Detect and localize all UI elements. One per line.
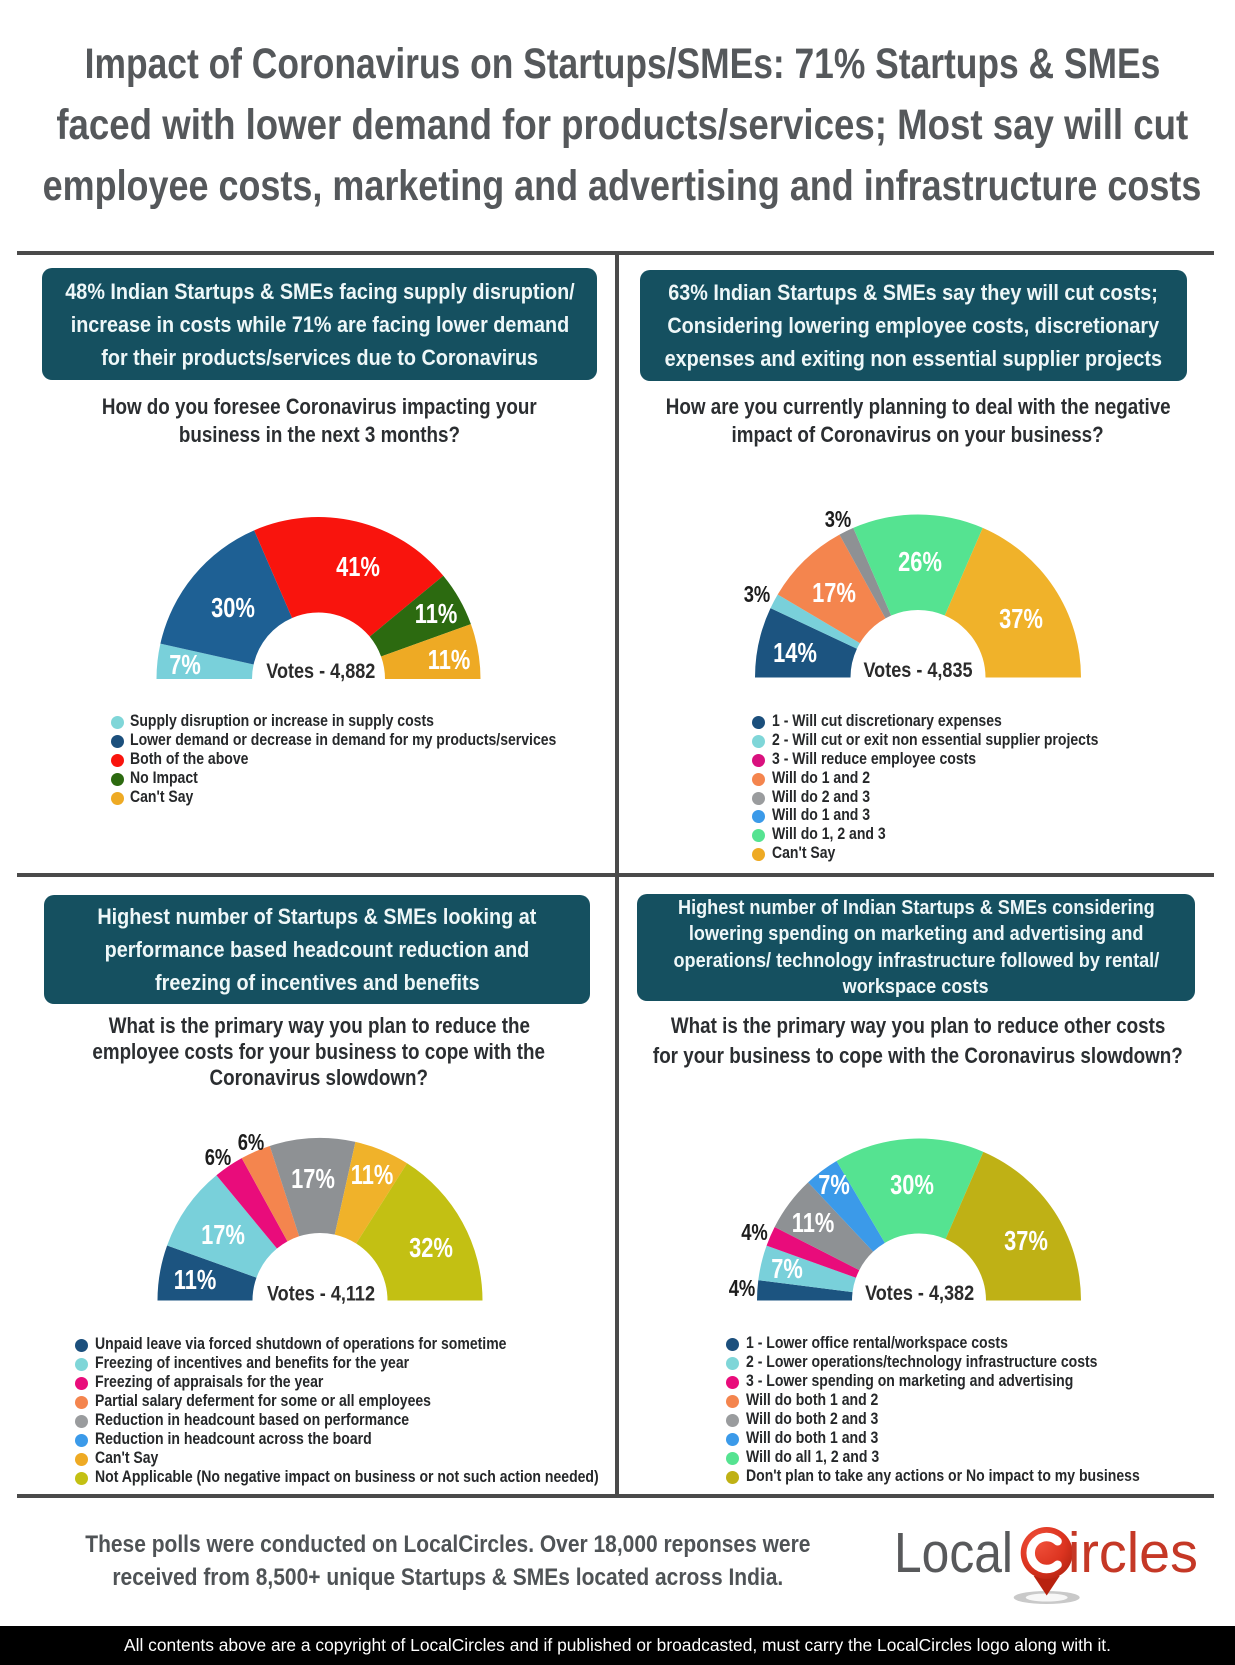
svg-text:6%: 6% xyxy=(238,1130,265,1155)
svg-text:30%: 30% xyxy=(211,592,255,623)
svg-text:37%: 37% xyxy=(999,603,1043,634)
svg-text:11%: 11% xyxy=(174,1264,216,1295)
svg-text:3%: 3% xyxy=(825,507,852,532)
svg-text:32%: 32% xyxy=(409,1232,453,1263)
svg-text:30%: 30% xyxy=(890,1169,934,1200)
svg-text:37%: 37% xyxy=(1004,1225,1048,1256)
svg-text:6%: 6% xyxy=(205,1145,232,1170)
svg-text:Local: Local xyxy=(894,1525,1013,1585)
svg-text:7%: 7% xyxy=(169,649,201,680)
svg-text:17%: 17% xyxy=(291,1163,335,1194)
svg-text:26%: 26% xyxy=(898,546,942,577)
svg-text:4%: 4% xyxy=(741,1220,768,1245)
svg-text:17%: 17% xyxy=(201,1219,245,1250)
svg-text:11%: 11% xyxy=(415,598,457,629)
svg-text:4%: 4% xyxy=(729,1276,756,1301)
svg-text:ircles: ircles xyxy=(1068,1525,1198,1584)
svg-text:7%: 7% xyxy=(771,1253,803,1284)
svg-text:11%: 11% xyxy=(351,1159,393,1190)
svg-text:Votes - 4,112: Votes - 4,112 xyxy=(267,1282,375,1306)
svg-text:11%: 11% xyxy=(792,1207,834,1238)
svg-text:11%: 11% xyxy=(428,644,470,675)
svg-text:14%: 14% xyxy=(773,637,817,668)
svg-text:17%: 17% xyxy=(812,577,856,608)
svg-text:Votes - 4,882: Votes - 4,882 xyxy=(266,660,375,684)
svg-text:Votes - 4,382: Votes - 4,382 xyxy=(865,1282,974,1306)
svg-text:Votes - 4,835: Votes - 4,835 xyxy=(863,659,972,683)
svg-text:3%: 3% xyxy=(744,582,771,607)
svg-text:41%: 41% xyxy=(336,551,380,582)
svg-text:7%: 7% xyxy=(818,1169,850,1200)
